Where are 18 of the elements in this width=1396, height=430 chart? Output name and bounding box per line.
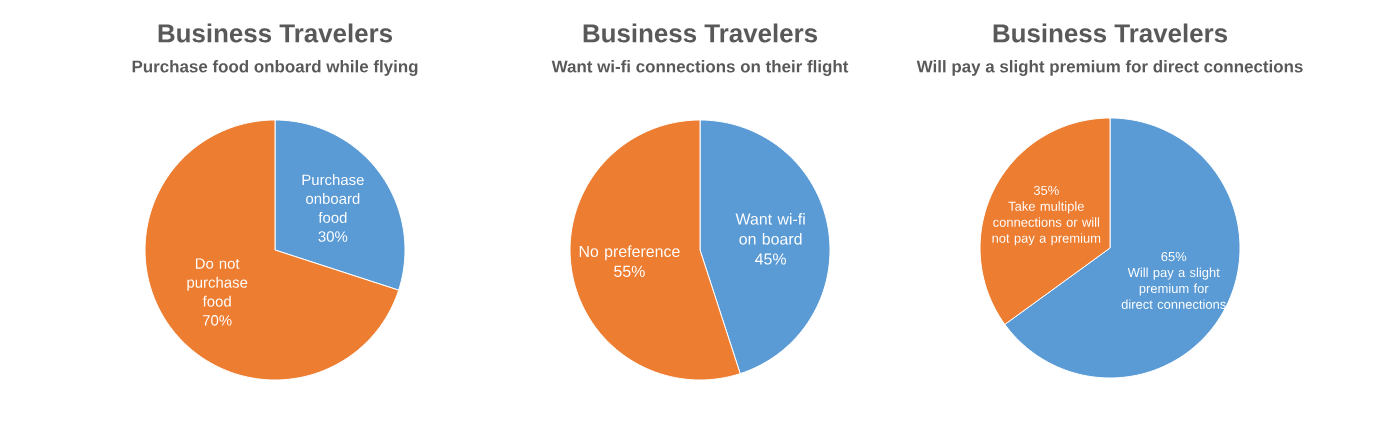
chart-subtitle: Will pay a slight premium for direct connections (916, 60, 1303, 76)
slice-label: Do not purchase food (187, 258, 248, 307)
slice-label: Want wi-fi on board (735, 213, 805, 245)
slice-label: No preference (579, 245, 680, 261)
chart-title: Business Travelers (158, 23, 393, 43)
data-label: 30% (318, 231, 348, 242)
data-label: 45% (755, 253, 787, 265)
slice-label: Purchase onboard food (302, 174, 364, 223)
chart-title: Business Travelers (583, 23, 818, 43)
data-label: 35% (1033, 185, 1059, 195)
slice-label: Will pay a slight premium for direct connections (1121, 267, 1226, 309)
slice-label: Take multiple connections or will not pay a premium (992, 201, 1101, 246)
data-label: 55% (614, 265, 645, 277)
data-label: 65% (1161, 251, 1187, 262)
chart-subtitle: Want wi-fi connections on their flight (551, 60, 849, 76)
data-label: 70% (202, 315, 232, 326)
chart-title: Business Travelers (993, 23, 1228, 43)
chart-subtitle: Purchase food onboard while flying (132, 60, 418, 76)
